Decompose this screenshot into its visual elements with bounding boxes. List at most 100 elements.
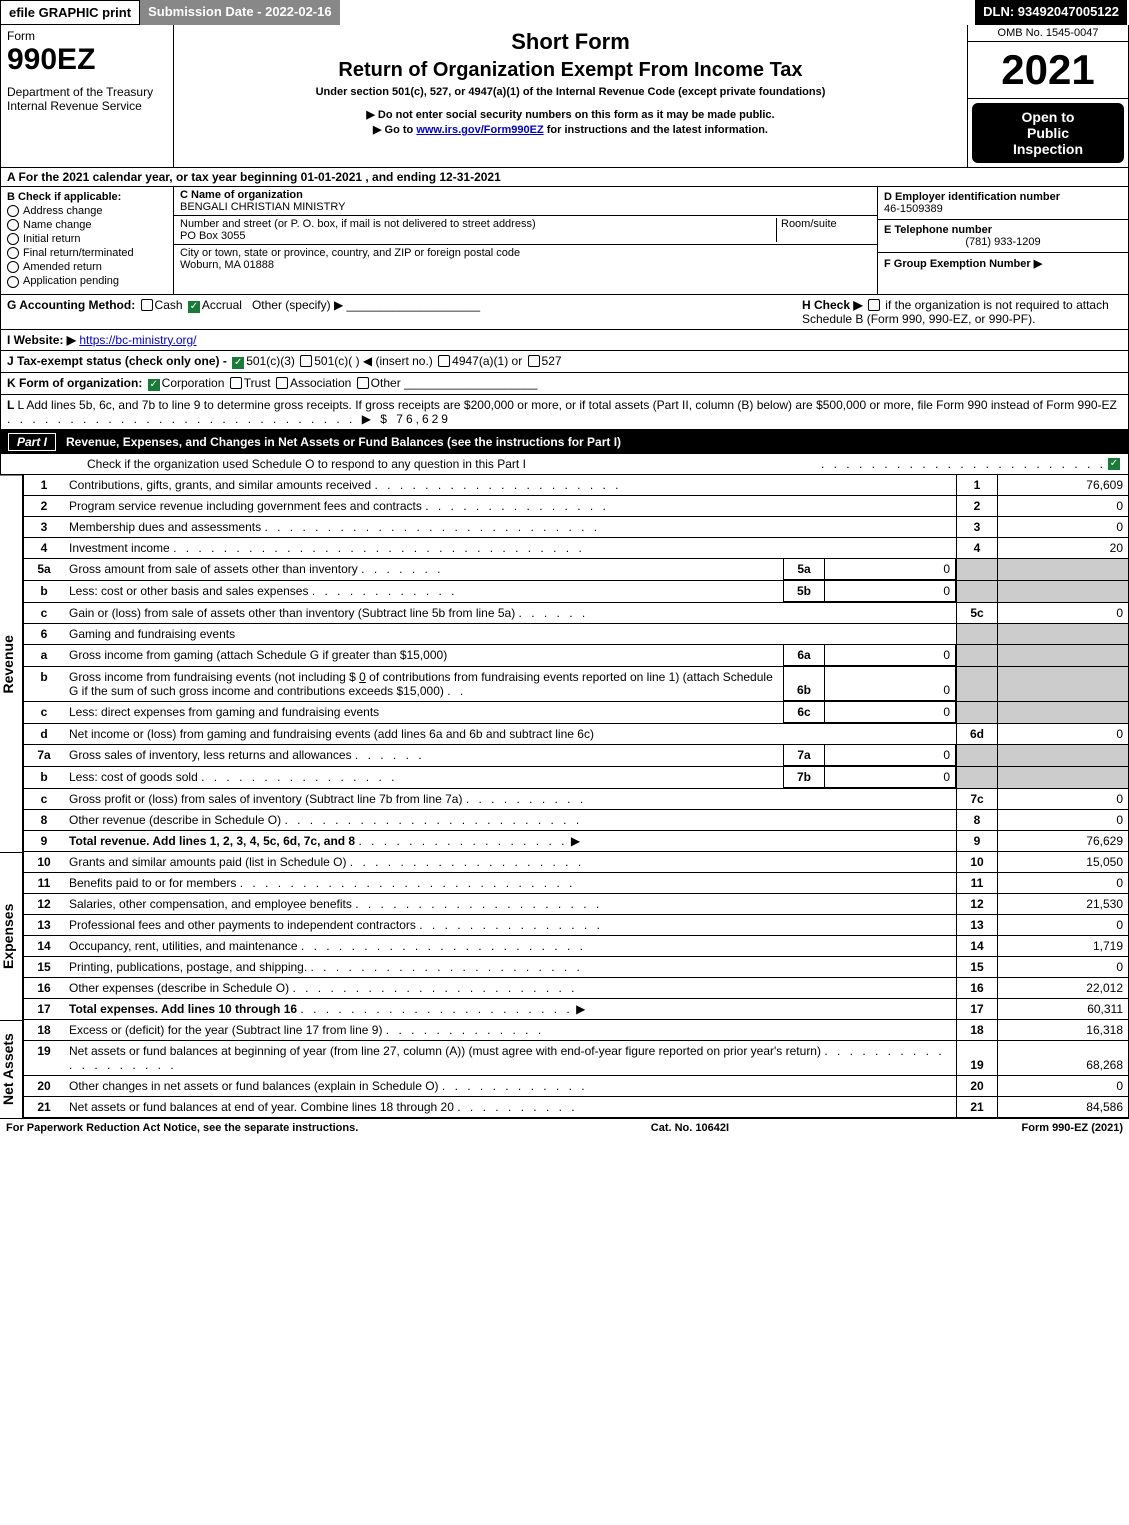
address-row: Number and street (or P. O. box, if mail…	[174, 216, 877, 245]
k-corp-label: Corporation	[162, 376, 225, 390]
group-exemption-row: F Group Exemption Number ▶	[878, 253, 1128, 274]
instr-no-ssn: ▶ Do not enter social security numbers o…	[184, 108, 957, 121]
phone-value: (781) 933-1209	[884, 236, 1122, 248]
row-a-tax-year: A For the 2021 calendar year, or tax yea…	[0, 168, 1129, 187]
part1-title: Revenue, Expenses, and Changes in Net As…	[66, 435, 1121, 449]
k-label: K Form of organization:	[7, 376, 142, 390]
l-dots-total: . . . . . . . . . . . . . . . . . . . . …	[7, 412, 451, 426]
net-assets-table: 18Excess or (deficit) for the year (Subt…	[23, 1020, 1129, 1118]
line-g: G Accounting Method: Cash ✓Accrual Other…	[7, 298, 802, 326]
h-label: H Check ▶	[802, 298, 863, 312]
line-gh: G Accounting Method: Cash ✓Accrual Other…	[0, 295, 1129, 330]
line-i: I Website: ▶ https://bc-ministry.org/	[0, 330, 1129, 351]
efile-print-button[interactable]: efile GRAPHIC print	[0, 0, 140, 25]
k-assoc-label: Association	[290, 376, 351, 390]
row-5c: cGain or (loss) from sale of assets othe…	[24, 602, 1129, 623]
instr-goto-pre: ▶ Go to	[373, 124, 416, 136]
revenue-section: Revenue 1Contributions, gifts, grants, a…	[0, 475, 1129, 853]
row-2: 2Program service revenue including gover…	[24, 495, 1129, 516]
j-label: J Tax-exempt status (check only one) -	[7, 354, 227, 368]
col-d-ein-phone: D Employer identification number 46-1509…	[877, 187, 1128, 294]
net-assets-side-label: Net Assets	[0, 1020, 23, 1118]
cb-final-return-label: Final return/terminated	[23, 247, 134, 259]
cb-initial-return[interactable]: Initial return	[7, 233, 167, 245]
d-label: D Employer identification number	[884, 191, 1060, 203]
f-label: F Group Exemption Number ▶	[884, 258, 1042, 270]
row-7c: cGross profit or (loss) from sales of in…	[24, 789, 1129, 810]
row-6d: dNet income or (loss) from gaming and fu…	[24, 724, 1129, 745]
cb-501c3-checked[interactable]: ✓	[232, 357, 244, 369]
cb-4947[interactable]	[438, 355, 450, 367]
website-link[interactable]: https://bc-ministry.org/	[79, 333, 196, 347]
header-center: Short Form Return of Organization Exempt…	[174, 25, 967, 167]
cb-other[interactable]	[357, 377, 369, 389]
row-7a: 7aGross sales of inventory, less returns…	[24, 745, 1129, 767]
cb-cash[interactable]	[141, 299, 153, 311]
org-address: PO Box 3055	[180, 230, 245, 242]
l-text: L Add lines 5b, 6c, and 7b to line 9 to …	[17, 398, 1116, 412]
cb-name-change[interactable]: Name change	[7, 219, 167, 231]
part1-check-text: Check if the organization used Schedule …	[7, 457, 821, 471]
cb-name-change-label: Name change	[23, 219, 92, 231]
section-bcdef: B Check if applicable: Address change Na…	[0, 187, 1129, 295]
header-right: OMB No. 1545-0047 2021 Open to Public In…	[967, 25, 1128, 167]
j-527-label: 527	[542, 354, 562, 368]
g-accrual-label: Accrual	[202, 298, 242, 312]
room-suite: Room/suite	[776, 218, 871, 242]
cb-address-change[interactable]: Address change	[7, 205, 167, 217]
cb-final-return[interactable]: Final return/terminated	[7, 247, 167, 259]
row-14: 14Occupancy, rent, utilities, and mainte…	[24, 936, 1129, 957]
row-7b: bLess: cost of goods sold . . . . . . . …	[24, 767, 1129, 789]
omb-number: OMB No. 1545-0047	[968, 25, 1128, 42]
header-left: Form 990EZ Department of the Treasury In…	[1, 25, 174, 167]
i-label: I Website: ▶	[7, 333, 76, 347]
cb-amended-return-label: Amended return	[23, 261, 102, 273]
cb-amended-return[interactable]: Amended return	[7, 261, 167, 273]
k-trust-label: Trust	[244, 376, 271, 390]
org-name-row: C Name of organization BENGALI CHRISTIAN…	[174, 187, 877, 216]
form-header: Form 990EZ Department of the Treasury In…	[0, 25, 1129, 168]
part1-check-line: Check if the organization used Schedule …	[0, 454, 1129, 475]
cb-527[interactable]	[528, 355, 540, 367]
row-5b: bLess: cost or other basis and sales exp…	[24, 580, 1129, 602]
cb-corp-checked[interactable]: ✓	[148, 379, 160, 391]
cb-h[interactable]	[868, 299, 880, 311]
form-number: 990EZ	[7, 43, 167, 77]
k-other-label: Other	[371, 376, 401, 390]
expenses-section: Expenses 10Grants and similar amounts pa…	[0, 852, 1129, 1020]
cb-assoc[interactable]	[276, 377, 288, 389]
cb-application-pending[interactable]: Application pending	[7, 275, 167, 287]
cb-501c[interactable]	[300, 355, 312, 367]
g-other-label: Other (specify) ▶	[252, 298, 343, 312]
line-h: H Check ▶ if the organization is not req…	[802, 298, 1122, 326]
city-label: City or town, state or province, country…	[180, 247, 520, 259]
ein-value: 46-1509389	[884, 203, 943, 215]
revenue-table: 1Contributions, gifts, grants, and simil…	[23, 475, 1129, 853]
row-6: 6Gaming and fundraising events	[24, 623, 1129, 644]
org-name: BENGALI CHRISTIAN MINISTRY	[180, 201, 345, 213]
top-bar: efile GRAPHIC print Submission Date - 20…	[0, 0, 1129, 25]
irs-link[interactable]: www.irs.gov/Form990EZ	[416, 124, 543, 136]
row-16: 16Other expenses (describe in Schedule O…	[24, 978, 1129, 999]
cb-accrual-checked[interactable]: ✓	[188, 301, 200, 313]
part1-label: Part I	[8, 433, 56, 451]
open-line3: Inspection	[978, 141, 1118, 157]
row-10: 10Grants and similar amounts paid (list …	[24, 852, 1129, 873]
org-city: Woburn, MA 01888	[180, 259, 274, 271]
short-form-title: Short Form	[184, 29, 957, 55]
cb-trust[interactable]	[230, 377, 242, 389]
row-8: 8Other revenue (describe in Schedule O) …	[24, 810, 1129, 831]
topbar-spacer	[342, 0, 974, 25]
open-line1: Open to	[978, 109, 1118, 125]
row-6c: cLess: direct expenses from gaming and f…	[24, 702, 1129, 724]
footer-right: Form 990-EZ (2021)	[1022, 1122, 1124, 1134]
row-15: 15Printing, publications, postage, and s…	[24, 957, 1129, 978]
city-row: City or town, state or province, country…	[174, 245, 877, 273]
revenue-side-label: Revenue	[0, 475, 23, 853]
cb-initial-return-label: Initial return	[23, 233, 80, 245]
submission-date: Submission Date - 2022-02-16	[140, 0, 342, 25]
j-501c-label: 501(c)( ) ◀ (insert no.)	[314, 354, 433, 368]
row-12: 12Salaries, other compensation, and empl…	[24, 894, 1129, 915]
cb-schedule-o-checked[interactable]: ✓	[1108, 458, 1120, 470]
row-17: 17Total expenses. Add lines 10 through 1…	[24, 999, 1129, 1020]
